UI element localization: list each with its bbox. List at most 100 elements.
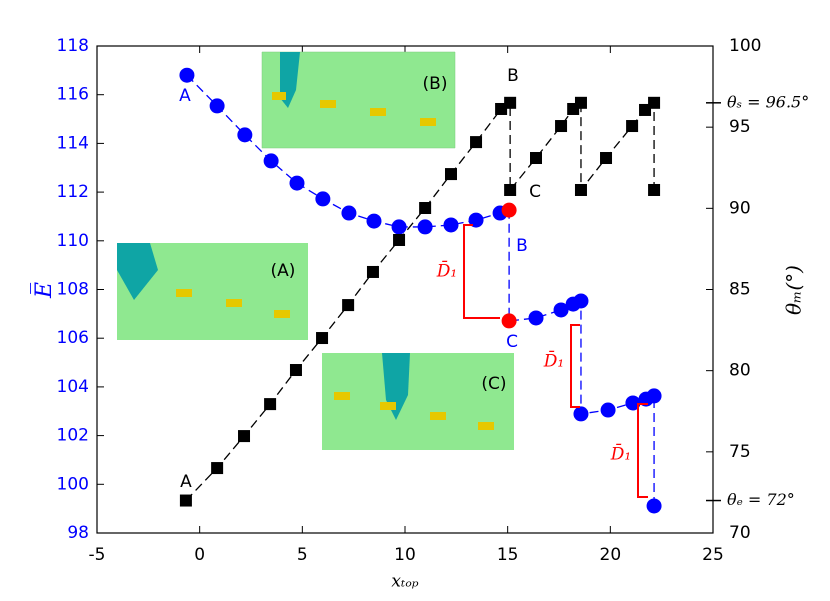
marker (646, 388, 662, 404)
inset-post (274, 310, 290, 318)
y2-tick-label: θₛ = 96.5° (727, 92, 809, 111)
bracket (463, 224, 500, 319)
plot-area: -5 0 5 10 15 20 25 98 100 102 104 106 108 110 112 114 11… (57, 36, 810, 565)
y-tick-label: 114 (57, 133, 89, 153)
marker (289, 175, 305, 191)
y-tick-label: 106 (57, 328, 89, 348)
marker (501, 313, 517, 329)
marker (528, 310, 544, 326)
inset-label: (C) (481, 374, 506, 394)
series-layer (179, 67, 662, 514)
marker (179, 494, 192, 507)
marker (501, 202, 517, 218)
marker (648, 96, 661, 109)
inset-post (430, 412, 446, 420)
marker (237, 127, 253, 143)
y-tick-label: 118 (57, 36, 89, 56)
marker (443, 217, 459, 233)
y2-tick-label: 95 (729, 117, 751, 137)
inset-b: (B) (261, 51, 456, 149)
marker (574, 183, 587, 196)
marker (315, 191, 331, 207)
x-tick-label: 0 (194, 545, 205, 565)
marker (504, 183, 517, 196)
y-tick-label: 98 (67, 523, 89, 543)
inset-post (478, 422, 494, 430)
marker (419, 202, 432, 215)
y-axis-title: E̅ (30, 282, 57, 299)
y2-tick-label: 100 (729, 36, 761, 56)
marker (417, 219, 433, 235)
y-tick-label: 102 (57, 426, 89, 446)
inset-post (176, 289, 192, 297)
point-label: C (529, 182, 541, 202)
y2-tick-label: 80 (729, 361, 751, 381)
y-tick-label: 100 (57, 474, 89, 494)
y-tick-label: 104 (57, 377, 89, 397)
y2-axis-title: θₘ(°) (782, 265, 806, 315)
marker (626, 120, 639, 133)
marker (289, 364, 302, 377)
bracket-label: D̄₁ (610, 442, 631, 464)
marker (264, 398, 277, 411)
marker (263, 153, 279, 169)
inset-post (320, 100, 336, 108)
y2-tick-label: 85 (729, 280, 751, 300)
bracket-label: D̄₁ (436, 259, 457, 281)
y-tick-label: 116 (57, 85, 89, 105)
inset-post (380, 402, 396, 410)
bracket (570, 324, 580, 408)
bracket (637, 403, 648, 498)
inset-post (226, 299, 242, 307)
marker (316, 332, 329, 345)
bracket-label: D̄₁ (543, 349, 564, 371)
y2-tick-label: 70 (729, 523, 751, 543)
marker (600, 402, 616, 418)
marker (573, 293, 589, 309)
inset-label: (A) (271, 261, 296, 281)
inset-post (334, 392, 350, 400)
marker (211, 462, 224, 475)
marker (574, 96, 587, 109)
inset-bg (322, 353, 514, 450)
marker (393, 233, 406, 246)
x-tick-label: 25 (702, 545, 724, 565)
marker (600, 152, 613, 165)
inset-plane (261, 51, 456, 149)
marker (625, 395, 641, 411)
x-tick-label: -5 (89, 545, 106, 565)
marker (366, 213, 382, 229)
inset-liquid (117, 243, 158, 300)
y2-tick-label: 90 (729, 198, 751, 218)
marker (555, 120, 568, 133)
marker (495, 102, 508, 115)
marker (468, 212, 484, 228)
y2-tick-label: θₑ = 72° (727, 490, 795, 509)
marker (573, 406, 589, 422)
marker (553, 302, 569, 318)
x-tick-label: 10 (394, 545, 416, 565)
y-tick-label: 110 (57, 231, 89, 251)
inset-post (272, 92, 286, 100)
y-tick-label: 112 (57, 182, 89, 202)
marker (391, 219, 407, 235)
x-axis-title: xₜₒₚ (391, 572, 418, 592)
marker (179, 67, 195, 83)
x-tick-label: 15 (497, 545, 519, 565)
y2-tick-label: 75 (729, 442, 751, 462)
point-label: C (506, 332, 518, 352)
marker (238, 430, 251, 443)
marker (342, 299, 355, 312)
marker (341, 205, 357, 221)
x-tick-label: 5 (297, 545, 308, 565)
inset-post (370, 108, 386, 116)
marker (530, 152, 543, 165)
inset-a: (A) (117, 243, 308, 340)
point-label: A (180, 472, 192, 492)
marker (504, 96, 517, 109)
inset-post (420, 118, 436, 126)
brackets (463, 224, 648, 498)
marker (470, 136, 483, 149)
